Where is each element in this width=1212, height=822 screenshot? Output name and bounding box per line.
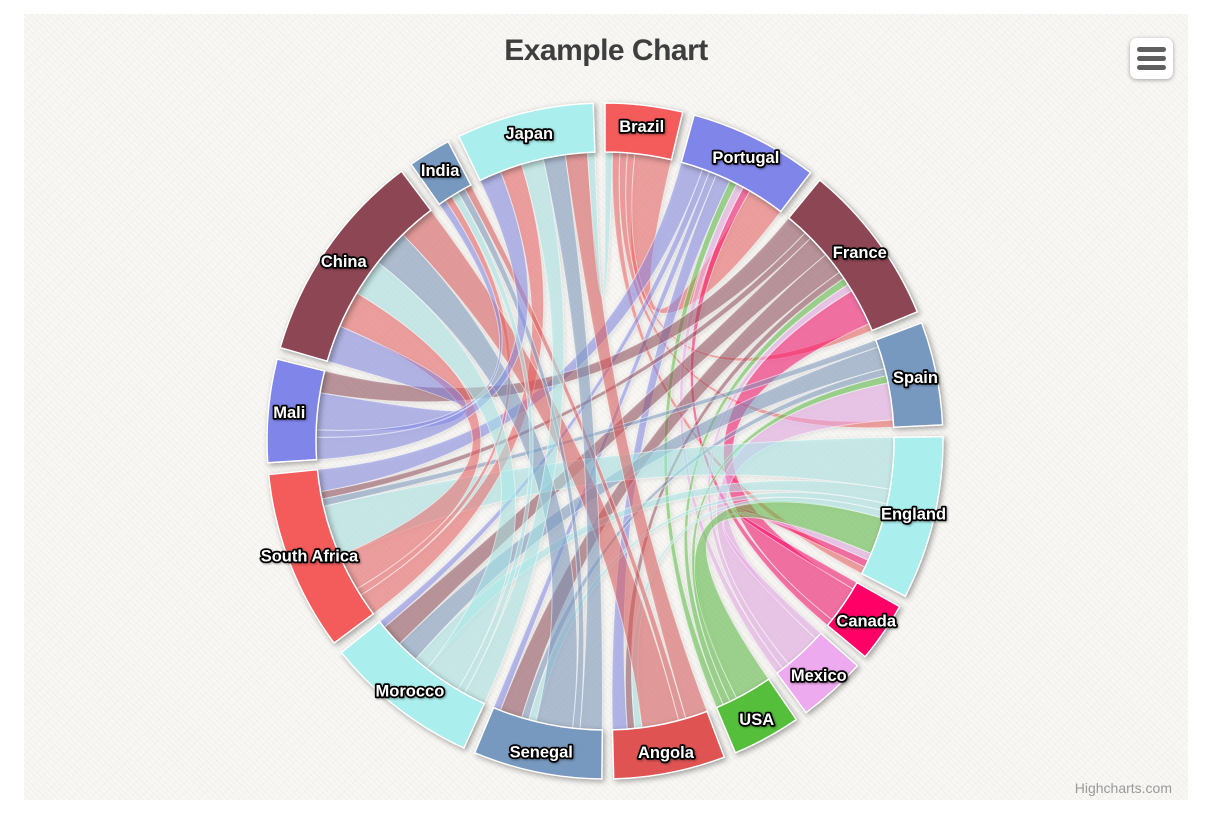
node-label-canada: Canada	[836, 612, 896, 630]
node-arc-china[interactable]	[279, 170, 433, 363]
node-arc-usa[interactable]	[715, 678, 798, 754]
node-label-mali: Mali	[273, 404, 305, 422]
node-label-spain: Spain	[893, 369, 938, 387]
node-label-france: France	[833, 244, 887, 262]
node-label-senegal: Senegal	[510, 743, 573, 761]
chart-container: Example Chart Brazil Portugal France Spain E…	[24, 14, 1188, 800]
node-label-usa: USA	[739, 711, 774, 729]
node-arc-canada[interactable]	[826, 581, 901, 658]
dependency-wheel-chart: Brazil Portugal France Spain England Canada Me…	[259, 102, 948, 780]
node-label-morocco: Morocco	[376, 683, 445, 701]
node-arc-france[interactable]	[787, 178, 919, 332]
node-label-india: India	[421, 162, 460, 180]
node-labels: Brazil Portugal France Spain England Canada Me…	[259, 116, 948, 763]
node-arc-south-africa[interactable]	[267, 468, 375, 645]
node-arc-portugal[interactable]	[680, 114, 812, 213]
node-arc-japan[interactable]	[457, 102, 596, 182]
node-label-portugal: Portugal	[712, 149, 779, 167]
chart-title: Example Chart	[504, 34, 708, 67]
hamburger-bar	[1137, 47, 1166, 52]
hamburger-bar	[1137, 56, 1166, 61]
node-label-south-africa: South Africa	[261, 547, 359, 565]
node-label-angola: Angola	[638, 744, 695, 762]
node-arc-morocco[interactable]	[340, 620, 486, 750]
hamburger-menu-icon	[1137, 47, 1166, 70]
node-arc-india[interactable]	[409, 140, 472, 206]
node-label-japan: Japan	[505, 125, 553, 143]
node-label-brazil: Brazil	[619, 118, 664, 136]
node-arc-brazil[interactable]	[604, 102, 684, 161]
node-arc-england[interactable]	[860, 435, 944, 598]
node-label-mexico: Mexico	[791, 667, 847, 685]
context-menu-button[interactable]	[1130, 38, 1173, 79]
node-arc-spain[interactable]	[874, 321, 944, 428]
node-arc-mali[interactable]	[266, 358, 326, 464]
node-label-china: China	[321, 253, 368, 271]
hamburger-bar	[1137, 65, 1166, 70]
credits-link[interactable]: Highcharts.com	[1074, 780, 1172, 796]
node-arc-angola[interactable]	[611, 710, 726, 780]
node-arcs	[266, 102, 944, 780]
node-arc-senegal[interactable]	[473, 706, 604, 780]
node-arc-mexico[interactable]	[775, 632, 859, 714]
link-ribbons	[315, 151, 895, 731]
node-label-england: England	[881, 506, 946, 524]
